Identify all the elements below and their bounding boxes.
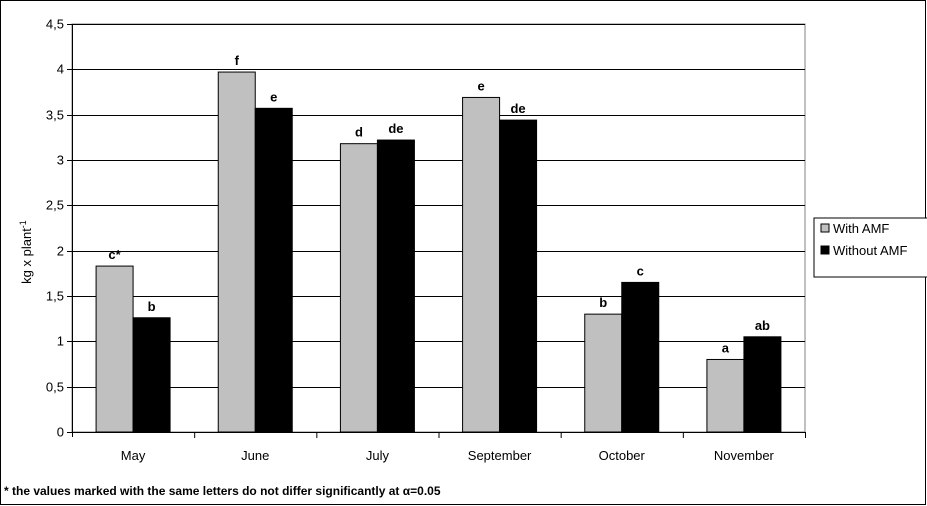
bar [499,119,538,433]
bar [254,107,293,433]
gridlines [71,23,806,433]
footnote: * the values marked with the same letter… [4,484,441,498]
data-label: c* [108,247,121,262]
x-tick-label: July [366,448,390,463]
bar [706,358,745,433]
y-tick-label: 2 [57,244,64,259]
data-label: e [270,89,277,104]
data-label: de [510,101,525,116]
y-tick-label: 1,5 [46,289,64,304]
x-tick-label: May [121,448,146,463]
data-label: d [355,125,363,140]
axes: 0 0,5 1 1,5 2 2,5 3 3,5 4 4,5 May June July September… [46,17,806,463]
x-tick-label: June [241,448,269,463]
bar [743,336,782,433]
data-label: b [599,295,607,310]
x-tick-label: November [714,448,775,463]
data-label: ab [755,318,770,333]
y-tick-label: 0 [57,425,64,440]
plot-area [71,23,806,433]
bars: c* b f e d de e de b c a ab [95,53,782,433]
data-label: a [722,340,730,355]
y-tick-label: 4,5 [46,17,64,32]
x-tick-label: October [599,448,646,463]
bar [376,139,415,433]
legend-label: Without AMF [833,243,907,258]
bar [621,281,660,433]
y-tick-label: 1 [57,334,64,349]
legend-swatch [820,223,830,233]
bar [584,313,623,433]
y-axis-label-superscript: -1 [18,220,28,228]
legend-label: With AMF [833,221,889,236]
legend-box [813,217,927,278]
legend-swatch [820,245,830,255]
y-tick-label: 4 [57,62,64,77]
y-tick-label: 3 [57,153,64,168]
bar [95,265,134,433]
x-tick-label: September [468,448,532,463]
data-label: de [388,121,403,136]
y-axis-label: kg x plant-1 [18,220,34,284]
bar [217,71,256,433]
y-tick-label: 0,5 [46,380,64,395]
y-tick-label: 2,5 [46,198,64,213]
y-tick-label: 3,5 [46,108,64,123]
bar [462,96,501,433]
bar [132,317,171,433]
data-label: b [148,299,156,314]
data-label: e [477,78,484,93]
data-label: f [235,53,240,68]
bar [339,143,378,433]
legend: With AMF Without AMF [813,217,927,278]
data-label: c [637,263,644,278]
